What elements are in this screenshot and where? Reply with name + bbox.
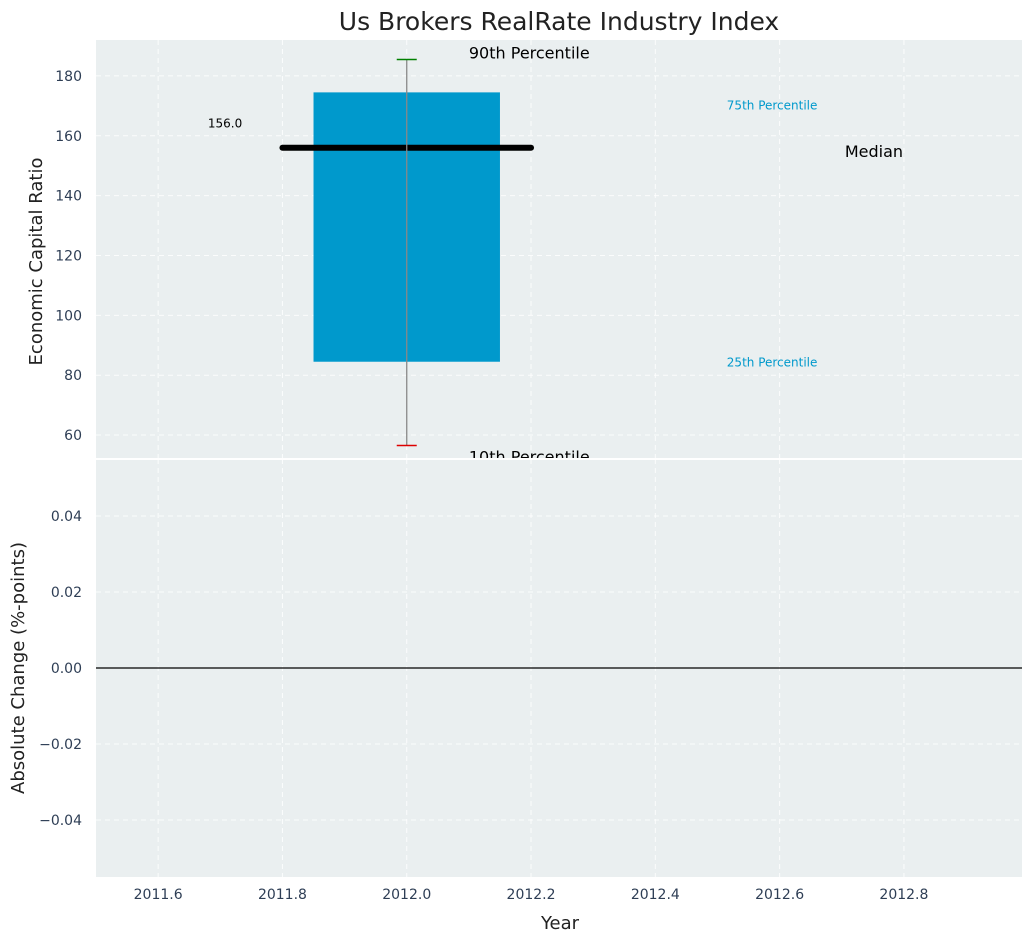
x-tick-label: 2012.6: [755, 887, 804, 903]
top-plot-area: [96, 40, 1022, 459]
top-y-tick-label: 100: [55, 308, 82, 324]
top-y-tick-label: 180: [55, 69, 82, 85]
top-y-gridlines: [96, 75, 1022, 436]
bottom-y-axis-label: Absolute Change (%-points): [8, 542, 29, 794]
annotation-0: 90th Percentile: [469, 43, 590, 62]
box-plot: [279, 58, 535, 447]
x-tick-labels: 2011.6 2011.8 2012.0 2012.2 2012.4 2012.6 2012…: [134, 887, 929, 903]
top-y-tick-label: 120: [55, 248, 82, 264]
top-y-tick-label: 60: [64, 428, 82, 444]
bottom-panel: −0.04 −0.02 0.00 0.02 0.04 2011.6 2011.8 2012.…: [8, 459, 1022, 934]
x-axis-label: Year: [540, 913, 580, 934]
x-tick-label: 2012.2: [507, 887, 556, 903]
bottom-y-tick-label: 0.02: [51, 585, 82, 601]
x-tick-label: 2011.6: [134, 887, 183, 903]
bottom-y-tick-labels: −0.04 −0.02 0.00 0.02 0.04: [39, 509, 82, 829]
annotation-4: Median: [845, 142, 903, 161]
bottom-y-tick-label: 0.00: [51, 661, 82, 677]
annotation-2: 75th Percentile: [727, 98, 818, 112]
x-tick-label: 2011.8: [258, 887, 307, 903]
x-tick-label: 2012.0: [382, 887, 431, 903]
top-y-tick-labels: 60 80 100 120 140 160 180: [55, 69, 82, 444]
x-tick-label: 2012.4: [631, 887, 680, 903]
chart-title: Us Brokers RealRate Industry Index: [339, 7, 779, 36]
top-panel: 60 80 100 120 140 160 180 90th Percentile10th …: [26, 7, 1022, 467]
bottom-y-tick-label: 0.04: [51, 509, 82, 525]
top-y-tick-label: 160: [55, 129, 82, 145]
median-value-label-5: 156.0: [208, 116, 242, 130]
annotation-3: 25th Percentile: [727, 356, 818, 370]
bottom-y-tick-label: −0.02: [39, 737, 82, 753]
bottom-y-tick-label: −0.04: [39, 813, 82, 829]
top-y-tick-label: 80: [64, 368, 82, 384]
x-tick-label: 2012.8: [879, 887, 928, 903]
top-y-tick-label: 140: [55, 189, 82, 205]
bottom-y-gridlines: [96, 515, 1022, 821]
top-y-axis-label: Economic Capital Ratio: [26, 158, 47, 366]
